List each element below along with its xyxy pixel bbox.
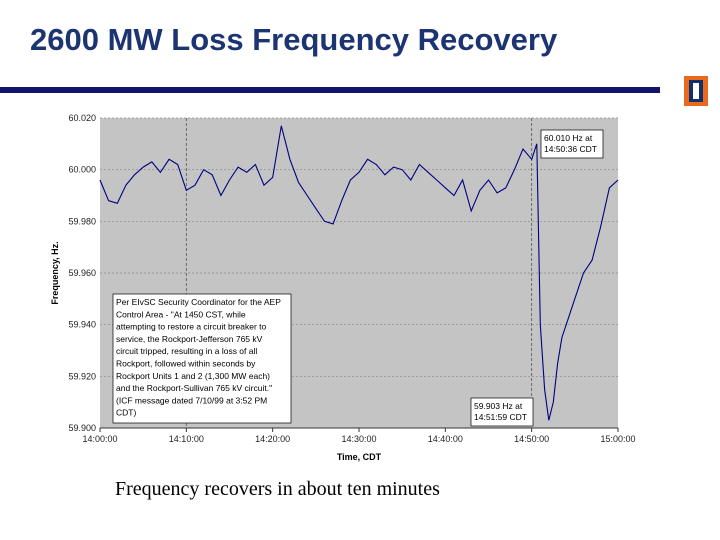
y-tick-label: 59.980 xyxy=(68,216,96,226)
annotation-box xyxy=(540,129,604,159)
x-tick-label: 14:10:00 xyxy=(169,434,204,444)
annotation-text: attempting to restore a circuit breaker … xyxy=(116,322,267,332)
y-tick-label: 59.900 xyxy=(68,423,96,433)
annotation-text: circuit tripped, resulting in a loss of … xyxy=(116,346,257,356)
annotation-box xyxy=(112,293,292,424)
annotation-text: CDT) xyxy=(116,408,136,418)
x-tick-label: 14:50:00 xyxy=(514,434,549,444)
x-tick-label: 14:20:00 xyxy=(255,434,290,444)
annotation-text: Rockport, followed within seconds by xyxy=(116,359,256,369)
x-tick-label: 14:40:00 xyxy=(428,434,463,444)
annotation-text: 14:51:59 CDT xyxy=(474,412,527,422)
logo-mark xyxy=(693,83,699,99)
title-rule xyxy=(0,87,660,93)
y-tick-label: 60.020 xyxy=(68,113,96,123)
annotation-text: Per EIvSC Security Coordinator for the A… xyxy=(116,297,281,307)
annotation-text: 59.903 Hz at xyxy=(474,401,523,411)
annotation-text: 60.010 Hz at xyxy=(544,133,593,143)
annotation-box xyxy=(470,397,534,427)
series-line xyxy=(99,125,619,421)
annotation-text: (ICF message dated 7/10/99 at 3:52 PM xyxy=(116,395,267,405)
annotation-text: and the Rockport-Sullivan 765 kV circuit… xyxy=(116,383,272,393)
x-tick-label: 15:00:00 xyxy=(600,434,635,444)
y-tick-label: 60.000 xyxy=(68,165,96,175)
annotation-text: service, the Rockport-Jefferson 765 kV xyxy=(116,334,263,344)
slide-title: 2600 MW Loss Frequency Recovery xyxy=(30,22,558,57)
caption: Frequency recovers in about ten minutes xyxy=(115,478,440,500)
y-tick-label: 59.960 xyxy=(68,268,96,278)
x-tick-label: 14:30:00 xyxy=(341,434,376,444)
annotation-text: 14:50:36 CDT xyxy=(544,144,597,154)
y-tick-label: 59.940 xyxy=(68,320,96,330)
y-axis-label: Frequency, Hz. xyxy=(50,241,60,304)
x-axis-label: Time, CDT xyxy=(337,452,382,462)
x-tick-label: 14:00:00 xyxy=(82,434,117,444)
annotation-text: Rockport Units 1 and 2 (1,300 MW each) xyxy=(116,371,270,381)
y-tick-label: 59.920 xyxy=(68,371,96,381)
annotation-text: Control Area - "At 1450 CST, while xyxy=(116,309,246,319)
